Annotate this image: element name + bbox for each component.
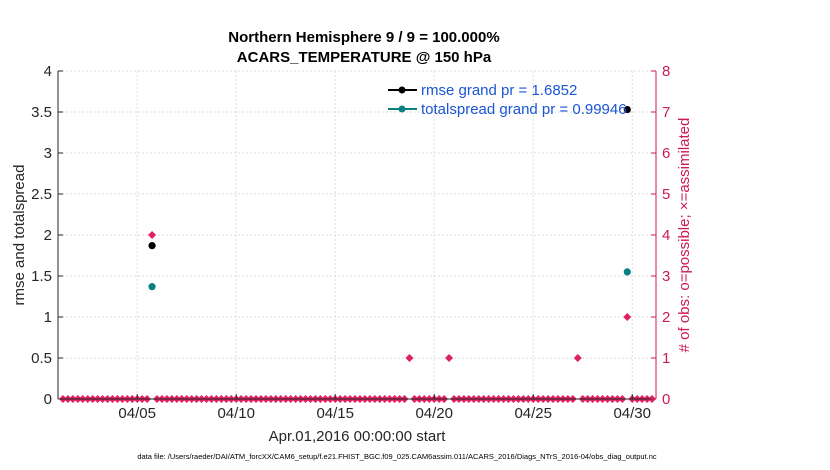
- series-markers: [148, 105, 631, 291]
- tick-labels: 04/05 04/10 04/15 04/20 04/25 04/30 0 0.5 1 1.5 2 2…: [31, 63, 670, 422]
- obs-marker-78: [445, 354, 454, 362]
- obs-marker-18: [148, 231, 157, 239]
- x-tick-label-2: 04/15: [316, 405, 354, 422]
- legend-rmse-label: rmse grand pr = 1.6852: [421, 82, 577, 99]
- y-tick-label-4: 2: [44, 227, 52, 244]
- y-axis-label-right: # of obs: o=possible; ×=assimilated: [676, 118, 693, 353]
- y-tick-label-7: 3.5: [31, 104, 52, 121]
- x-tick-label-4: 04/25: [514, 405, 552, 422]
- y2-tick-label-1: 1: [662, 350, 670, 367]
- axes: [57, 70, 657, 400]
- legend: rmse grand pr = 1.6852 totalspread grand…: [388, 82, 627, 118]
- y2-tick-label-6: 6: [662, 145, 670, 162]
- rmse-point-1: [623, 105, 631, 114]
- y-tick-label-0: 0: [44, 391, 52, 408]
- x-tick-label-0: 04/05: [118, 405, 156, 422]
- data-file-footer: data file: /Users/raeder/DAI/ATM_forcXX/…: [137, 452, 657, 461]
- legend-spread-marker: [398, 105, 406, 113]
- y2-tick-label-7: 7: [662, 104, 670, 121]
- spread-point-1: [623, 268, 631, 276]
- legend-rmse-marker: [398, 86, 406, 94]
- y2-tick-label-4: 4: [662, 227, 670, 244]
- legend-spread-label: totalspread grand pr = 0.99946: [421, 101, 627, 118]
- obs-marker-104: [573, 354, 582, 362]
- grid-lines: [58, 70, 656, 400]
- y2-tick-label-0: 0: [662, 391, 670, 408]
- y2-tick-label-3: 3: [662, 268, 670, 285]
- y-tick-label-3: 1.5: [31, 268, 52, 285]
- x-axis-label: Apr.01,2016 00:00:00 start: [269, 428, 447, 445]
- x-tick-label-1: 04/10: [217, 405, 255, 422]
- y-tick-label-6: 3: [44, 145, 52, 162]
- y-tick-label-1: 0.5: [31, 350, 52, 367]
- y2-tick-label-8: 8: [662, 63, 670, 80]
- y-tick-label-8: 4: [44, 63, 52, 80]
- chart-title-line-1: Northern Hemisphere 9 / 9 = 100.000%: [228, 29, 499, 46]
- spread-point-0: [148, 283, 156, 291]
- y-tick-label-2: 1: [44, 309, 52, 326]
- chart-title-line-2: ACARS_TEMPERATURE @ 150 hPa: [237, 49, 492, 66]
- obs-marker-114: [623, 313, 632, 321]
- x-tick-label-3: 04/20: [415, 405, 453, 422]
- y-axis-label-left: rmse and totalspread: [11, 165, 28, 306]
- y2-tick-label-2: 2: [662, 309, 670, 326]
- rmse-point-0: [148, 242, 156, 250]
- y-tick-label-5: 2.5: [31, 186, 52, 203]
- y2-tick-label-5: 5: [662, 186, 670, 203]
- obs-marker-70: [405, 354, 414, 362]
- x-tick-label-5: 04/30: [613, 405, 651, 422]
